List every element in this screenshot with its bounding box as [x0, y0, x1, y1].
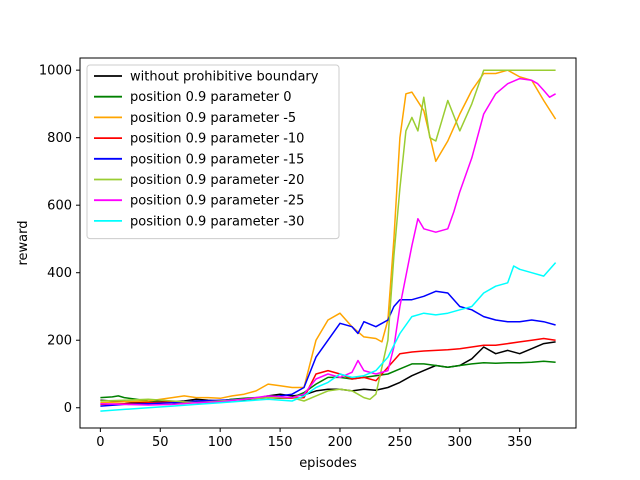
series-layer: [100, 69, 557, 412]
x-tick-label-0: 0: [96, 435, 104, 450]
legend-label-5: position 0.9 parameter -20: [130, 173, 304, 188]
legend: without prohibitive boundary position 0.9…: [86, 64, 340, 240]
series-line-6: [100, 77, 556, 406]
y-tick-label-2: 400: [47, 266, 72, 281]
y-tick-label-5: 1000: [39, 64, 72, 79]
series-line-7: [100, 262, 557, 412]
x-tick-label-3: 150: [268, 435, 293, 450]
legend-label-2: position 0.9 parameter -5: [130, 111, 296, 126]
legend-label-3: position 0.9 parameter -10: [130, 132, 304, 147]
x-tick-label-6: 300: [447, 435, 472, 450]
x-tick-label-1: 50: [152, 435, 169, 450]
x-tick-label-7: 350: [507, 435, 532, 450]
y-tick-label-0: 0: [64, 401, 72, 416]
x-axis-label: episodes: [299, 456, 357, 471]
y-axis-label: reward: [16, 220, 31, 265]
legend-box: [86, 64, 340, 240]
legend-label-4: position 0.9 parameter -15: [130, 152, 304, 167]
x-tick-label-2: 100: [208, 435, 233, 450]
y-tick-label-1: 200: [47, 334, 72, 349]
x-tick-label-5: 250: [387, 435, 412, 450]
ticks-layer: 0 50 100 150 200 250 300 350 0 200 400 600 800 1000: [39, 64, 532, 450]
legend-label-0: without prohibitive boundary: [130, 70, 319, 85]
y-tick-label-4: 800: [47, 131, 72, 146]
legend-label-7: position 0.9 parameter -30: [130, 214, 304, 229]
legend-label-6: position 0.9 parameter -25: [130, 194, 304, 209]
series-line-2: [100, 69, 557, 404]
plot-area: [100, 69, 557, 412]
x-tick-label-4: 200: [328, 435, 353, 450]
legend-label-1: position 0.9 parameter 0: [130, 90, 291, 105]
plot-frame: [79, 57, 577, 429]
y-tick-label-3: 600: [47, 199, 72, 214]
